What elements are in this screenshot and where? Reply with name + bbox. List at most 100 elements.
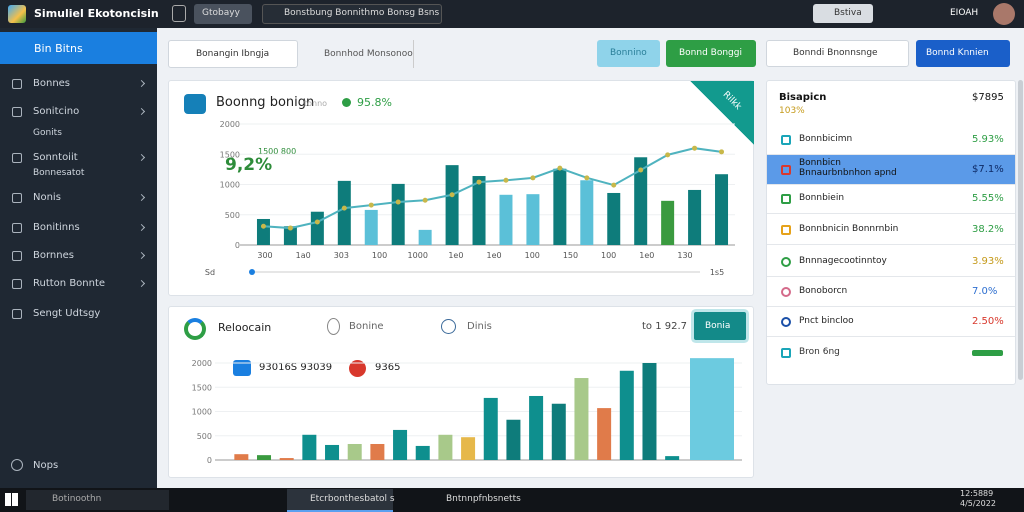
dropdown[interactable]: [766, 40, 909, 67]
option-label[interactable]: Dinis: [467, 321, 492, 332]
line-point: [557, 165, 563, 171]
option-label[interactable]: Bonine: [349, 321, 384, 332]
home-icon[interactable]: [172, 5, 186, 22]
row-divider: [767, 184, 1015, 185]
x-tick-label: 300: [257, 251, 272, 260]
action-label[interactable]: Bstiva: [834, 8, 862, 18]
row-name[interactable]: Bron 6ng: [799, 347, 840, 357]
panel-subtitle: 103%: [779, 106, 805, 116]
row-icon: [781, 257, 791, 267]
avatar[interactable]: [993, 3, 1015, 25]
dropdown-label[interactable]: Bonangin Ibngja: [196, 49, 270, 59]
nav-icon: [12, 193, 22, 203]
nav-item[interactable]: Bonnes: [33, 78, 71, 89]
start-button[interactable]: [5, 493, 18, 506]
row-icon: [781, 135, 791, 145]
button[interactable]: [597, 40, 660, 67]
bar: [634, 157, 648, 245]
nav-item[interactable]: Bornnes: [33, 250, 74, 261]
bar: [597, 408, 612, 460]
line-point: [314, 219, 320, 225]
x-tick-label: 100: [525, 251, 540, 260]
x-tick-label: 1e0: [639, 251, 654, 260]
row-divider: [767, 244, 1015, 245]
y-tick-label: 1000: [192, 408, 212, 417]
row-divider: [767, 276, 1015, 277]
taskbar-app[interactable]: [287, 489, 393, 512]
nav-item[interactable]: Nops: [33, 460, 59, 471]
dropdown-label[interactable]: Bonndi Bnonnsnge: [793, 48, 878, 58]
line-point: [665, 152, 671, 158]
card-title: Boonng bonign: [216, 95, 315, 110]
panel-title: Bisapicn: [779, 92, 827, 103]
button[interactable]: [916, 40, 1010, 67]
row-name[interactable]: Bonnbiein: [799, 193, 845, 203]
row-name[interactable]: Bonoborcn: [799, 286, 848, 296]
search-box[interactable]: [26, 490, 169, 510]
row-name[interactable]: Bonnbicn Bnnaurbnbnhon apnd: [799, 158, 897, 178]
nav-item[interactable]: Rutton Bonnte: [33, 278, 106, 289]
y-tick-label: 1000: [220, 181, 240, 190]
bar: [529, 395, 544, 460]
button-label[interactable]: Bonnd Knnien: [926, 48, 989, 58]
row-icon: [781, 348, 791, 358]
nav-item[interactable]: Nonis: [33, 192, 61, 203]
row-name[interactable]: Bnnnagecootinntoy: [799, 256, 887, 266]
nav-item[interactable]: Sengt Udtsgy: [33, 308, 101, 319]
nav-item[interactable]: Sonntoiit: [33, 152, 78, 163]
x-tick-label: 1e0: [448, 251, 463, 260]
nav-icon: [12, 153, 22, 163]
nav-item[interactable]: Sonitcino: [33, 106, 80, 117]
row-value: 3.93%: [972, 256, 1004, 267]
action-button[interactable]: [813, 4, 873, 23]
button[interactable]: [694, 312, 746, 340]
bar: [445, 165, 459, 245]
line-point: [611, 182, 617, 188]
line-point: [287, 225, 293, 231]
y-tick-label: 1500: [220, 150, 240, 159]
bar: [302, 434, 317, 460]
tab[interactable]: [194, 4, 252, 24]
dropdown-label[interactable]: Bonnhod Monsonoo: [324, 49, 413, 59]
nav-icon: [12, 79, 22, 89]
nav-item[interactable]: Bonnesatot: [33, 168, 85, 178]
tab-label[interactable]: Gtobayy: [202, 8, 240, 18]
big-value: 9,2%: [225, 155, 273, 175]
nav-item[interactable]: Bin Bitns: [34, 42, 83, 55]
dropdown[interactable]: [306, 40, 414, 68]
y-tick-label: 0: [207, 456, 212, 465]
globe-icon: [441, 319, 456, 334]
button-label[interactable]: Bonnino: [610, 48, 647, 58]
button-label[interactable]: Bonia: [705, 321, 731, 331]
row-icon: [781, 165, 791, 175]
nav-item[interactable]: Bonitinns: [33, 222, 80, 233]
bar: [642, 363, 657, 460]
dropdown[interactable]: [168, 40, 298, 68]
sidebar-active[interactable]: [0, 32, 157, 64]
nav-icon: [11, 459, 23, 471]
row-name[interactable]: Bonnbicimn: [799, 134, 853, 144]
taskbar-app-label[interactable]: Etcrbonthesbatol s: [310, 494, 395, 504]
taskbar: [0, 488, 1024, 512]
search-text[interactable]: Bonstbung Bonnithmo Bonsg Bsns: [284, 8, 440, 18]
bar: [526, 194, 540, 245]
row-highlight[interactable]: [767, 155, 1015, 184]
app-logo: [8, 5, 26, 23]
nav-item[interactable]: Gonits: [33, 128, 62, 138]
card-icon: [184, 318, 206, 340]
button-label[interactable]: Bonnd Bonggi: [679, 48, 742, 58]
row-name[interactable]: Pnct bincloo: [799, 316, 854, 326]
bar: [391, 183, 405, 245]
app-title: Simuliel Ekotoncisin: [34, 7, 159, 20]
radio: [327, 318, 340, 335]
bar: [472, 176, 486, 245]
button[interactable]: [666, 40, 756, 67]
bar: [234, 454, 249, 460]
line-point: [422, 197, 428, 203]
taskbar-app-label[interactable]: Bntnnpfnbsnetts: [446, 494, 521, 504]
search-box[interactable]: [262, 4, 442, 24]
row-name[interactable]: Bonnbnicin Bonnrnbin: [799, 224, 899, 234]
row-value: 38.2%: [972, 224, 1004, 235]
x-tick-label: 100: [601, 251, 616, 260]
taskbar-search[interactable]: Botinoothn: [52, 494, 102, 504]
